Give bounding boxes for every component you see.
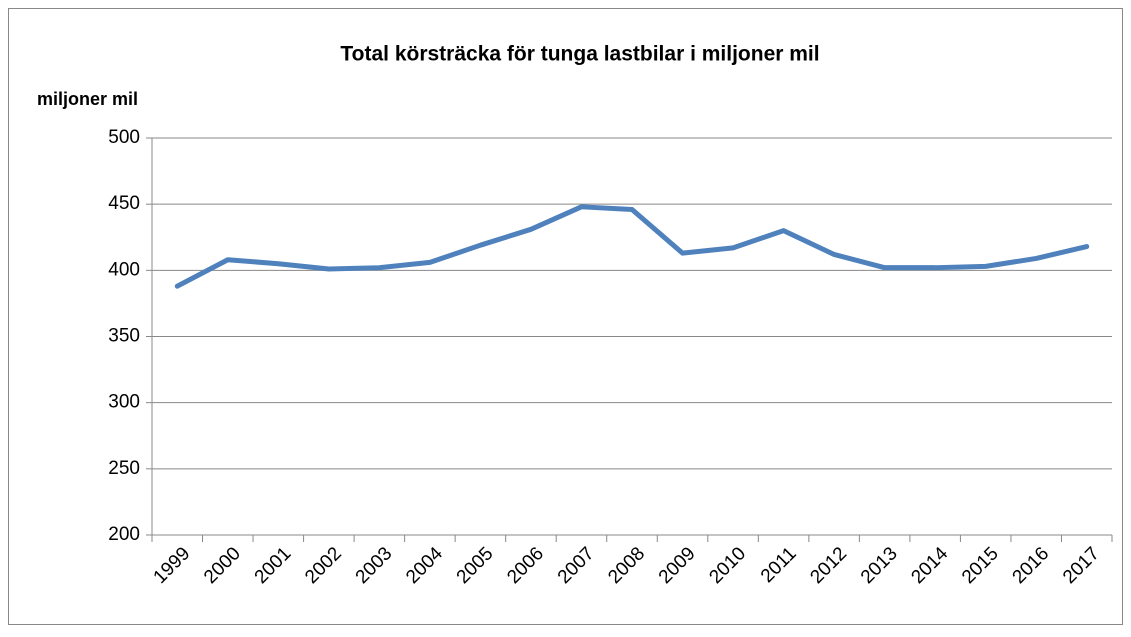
chart-border xyxy=(8,8,1123,625)
chart-title: Total körsträcka för tunga lastbilar i m… xyxy=(340,43,819,66)
y-tick-label: 350 xyxy=(108,326,140,347)
y-tick-label: 450 xyxy=(108,193,140,214)
line-series xyxy=(174,204,1090,289)
y-tick-label: 500 xyxy=(108,127,140,148)
y-axis-label: miljoner mil xyxy=(37,89,138,109)
y-tick-label: 250 xyxy=(108,458,140,479)
y-tick-label: 300 xyxy=(108,392,140,413)
y-tick-label: 400 xyxy=(108,259,140,280)
y-tick-label: 200 xyxy=(108,524,140,545)
